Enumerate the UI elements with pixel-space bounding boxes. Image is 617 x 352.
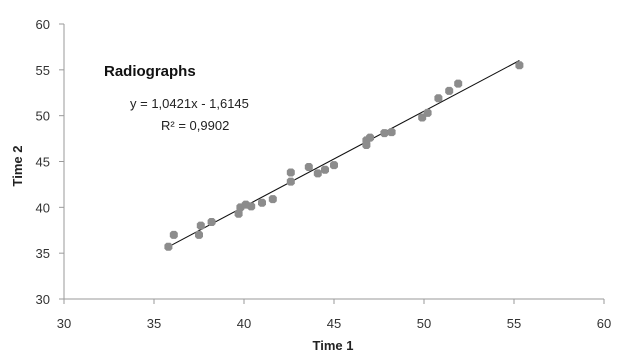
data-points: [164, 61, 524, 251]
data-point: [330, 161, 338, 170]
trendline-equation: y = 1,0421x - 1,6145: [130, 96, 249, 111]
data-point: [454, 79, 463, 88]
data-point: [196, 221, 205, 230]
y-tick-label: 40: [36, 200, 50, 215]
chart-title: Radiographs: [104, 63, 196, 80]
y-tick-label: 30: [36, 292, 50, 307]
y-tick-label: 60: [36, 17, 50, 32]
data-point: [380, 129, 389, 138]
x-tick-label: 55: [507, 316, 521, 331]
x-tick-label: 30: [57, 316, 71, 331]
x-axis-title: Time 1: [313, 338, 354, 352]
data-point: [164, 242, 173, 251]
ticks: 30 35 40 45 50 55 60 30 35 40 45 50 55 60: [36, 17, 612, 331]
data-point: [321, 165, 329, 174]
data-point: [258, 198, 266, 207]
data-point: [169, 230, 178, 239]
data-point: [195, 230, 203, 239]
data-point: [268, 195, 277, 204]
data-point: [387, 128, 396, 137]
data-point: [423, 108, 432, 117]
data-point: [434, 94, 443, 103]
data-point: [366, 133, 374, 142]
data-point: [313, 169, 322, 178]
trendline: [168, 60, 520, 248]
y-tick-label: 45: [36, 155, 50, 170]
y-axis-title: Time 2: [10, 146, 25, 187]
data-point: [515, 61, 524, 70]
y-tick-label: 50: [36, 109, 50, 124]
data-point: [234, 209, 243, 218]
x-tick-label: 45: [327, 316, 341, 331]
y-tick-label: 35: [36, 246, 50, 261]
y-tick-label: 55: [36, 63, 50, 78]
data-point: [286, 177, 295, 186]
data-point: [304, 163, 313, 171]
trendline-layer: [168, 60, 520, 248]
data-point: [247, 202, 256, 211]
data-point: [445, 86, 454, 95]
r-squared-value: R² = 0,9902: [161, 118, 229, 133]
x-tick-label: 60: [597, 316, 611, 331]
x-tick-label: 40: [237, 316, 251, 331]
x-tick-label: 35: [147, 316, 161, 331]
data-point: [286, 168, 295, 177]
data-point: [207, 218, 216, 226]
x-tick-label: 50: [417, 316, 431, 331]
